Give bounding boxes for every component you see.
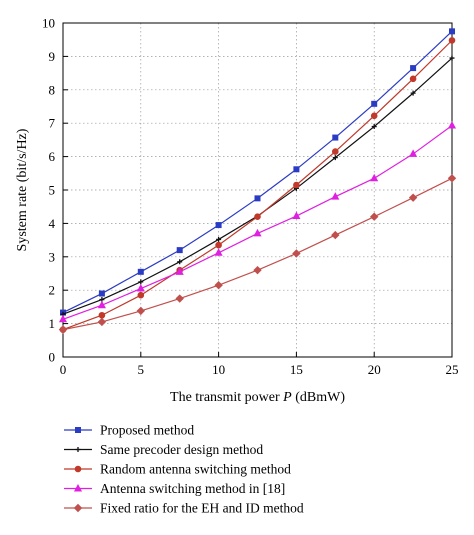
- y-axis-label: System rate (bit/s/Hz): [15, 128, 30, 251]
- y-tick-label: 10: [42, 16, 55, 31]
- series-point: [449, 55, 455, 61]
- plot-frame: [62, 22, 453, 358]
- series-point: [332, 148, 339, 155]
- series-point: [332, 155, 338, 161]
- legend-swatch-marker: [73, 483, 83, 492]
- series-point: [447, 174, 457, 183]
- x-tick-label: 20: [368, 362, 381, 377]
- legend: Proposed method Same precoder design meth…: [64, 423, 304, 516]
- y-tick-label: 6: [49, 149, 56, 164]
- x-tick-label: 25: [446, 362, 459, 377]
- series-point: [215, 241, 222, 249]
- series-point: [216, 236, 222, 242]
- legend-label: Antenna switching method in [18]: [100, 481, 285, 496]
- series-2: [59, 37, 456, 333]
- series-1: [60, 55, 455, 317]
- series-point: [293, 181, 300, 189]
- series-point: [138, 279, 144, 285]
- series-point: [254, 195, 261, 202]
- series-point: [409, 149, 418, 157]
- series-point: [98, 290, 105, 297]
- series-point: [369, 212, 379, 221]
- series-point: [137, 291, 145, 299]
- series-point: [332, 134, 339, 141]
- series-point: [97, 317, 107, 327]
- legend-entry: Proposed method: [64, 423, 194, 438]
- legend-entry: Antenna switching method in [18]: [64, 481, 285, 496]
- y-tick-label: 3: [49, 249, 56, 264]
- series-point: [253, 265, 262, 275]
- x-axis-label: The transmit power P (dBmW): [170, 390, 345, 405]
- legend-swatch-marker: [74, 465, 82, 473]
- series-point: [293, 166, 300, 173]
- legend-label: Fixed ratio for the EH and ID method: [100, 501, 304, 516]
- series-point: [253, 228, 262, 237]
- series-point: [409, 75, 417, 83]
- y-tick-label: 2: [49, 283, 56, 298]
- series-point: [292, 249, 301, 258]
- series-point: [58, 314, 68, 323]
- y-tick-label: 1: [49, 316, 56, 331]
- series-point: [408, 193, 418, 202]
- series-point: [175, 267, 184, 275]
- series-point: [214, 248, 223, 256]
- x-axis-label-suffix: (dBmW): [292, 390, 346, 405]
- x-tick-label: 10: [212, 362, 225, 377]
- series-point: [97, 300, 106, 309]
- series-point: [292, 211, 301, 220]
- series-point: [177, 259, 183, 265]
- legend-swatch-marker: [73, 503, 83, 513]
- grid: [62, 22, 453, 358]
- series-4: [58, 174, 457, 334]
- y-tick-label: 0: [49, 350, 56, 365]
- series-point: [214, 280, 223, 290]
- series-point: [448, 37, 456, 44]
- legend-swatch-marker: [75, 447, 81, 452]
- series-point: [449, 28, 455, 35]
- series-point: [410, 90, 416, 96]
- series-point: [371, 124, 377, 130]
- series-point: [136, 306, 146, 316]
- series-point: [254, 213, 261, 221]
- y-tick-label: 8: [49, 82, 56, 97]
- series-point: [58, 325, 68, 334]
- legend-label: Random antenna switching method: [100, 462, 291, 477]
- series-line: [62, 39, 453, 331]
- y-tick-label: 7: [49, 116, 56, 131]
- x-tick-label: 15: [290, 362, 303, 377]
- legend-swatch-marker: [75, 427, 81, 433]
- series-point: [410, 65, 417, 72]
- series-point: [447, 120, 457, 129]
- legend-entry: Same precoder design method: [64, 442, 263, 457]
- series-point: [215, 222, 222, 229]
- y-tick-label: 5: [49, 183, 56, 198]
- y-tick-label: 9: [49, 49, 56, 64]
- series-point: [176, 247, 183, 254]
- series-layer: [58, 28, 457, 334]
- x-tick-label: 0: [60, 362, 67, 377]
- legend-entry: Fixed ratio for the EH and ID method: [64, 501, 304, 516]
- y-axis: 0 1 2 3 4 5 6 7 8 9 10: [42, 16, 68, 365]
- series-point: [136, 283, 145, 292]
- series-point: [137, 268, 144, 275]
- x-axis-label-variable: P: [282, 390, 292, 405]
- series-point: [331, 192, 340, 200]
- series-point: [370, 173, 379, 182]
- legend-label: Proposed method: [100, 423, 194, 438]
- series-point: [331, 230, 340, 240]
- series-point: [371, 100, 378, 107]
- x-tick-label: 5: [138, 362, 145, 377]
- x-axis-label-prefix: The transmit power: [170, 390, 283, 405]
- legend-entry: Random antenna switching method: [64, 462, 291, 477]
- series-point: [98, 311, 106, 319]
- y-tick-label: 4: [49, 216, 56, 231]
- series-point: [370, 112, 378, 120]
- x-axis: 0 5 10 15 20 25: [60, 352, 459, 377]
- series-point: [175, 294, 184, 303]
- series-3: [58, 120, 457, 323]
- legend-label: Same precoder design method: [100, 442, 263, 457]
